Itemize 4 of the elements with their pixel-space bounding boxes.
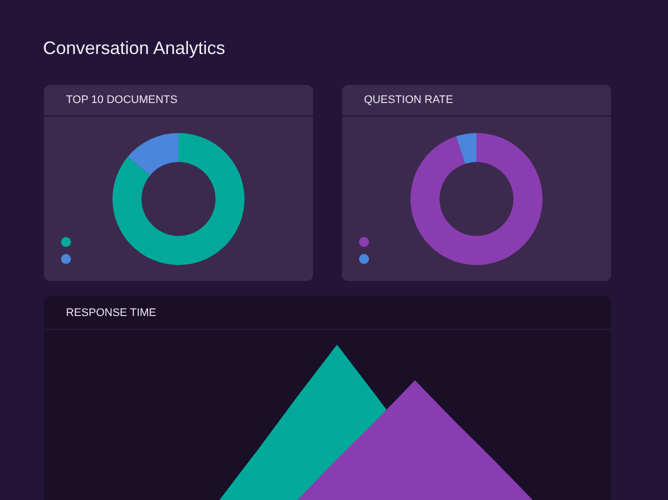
chart-title: RESPONSE TIME — [66, 306, 156, 318]
chart-title: TOP 10 DOCUMENTS — [66, 94, 178, 106]
chart-title: QUESTION RATE — [364, 94, 454, 106]
text: Conversation Analytics — [43, 38, 226, 58]
